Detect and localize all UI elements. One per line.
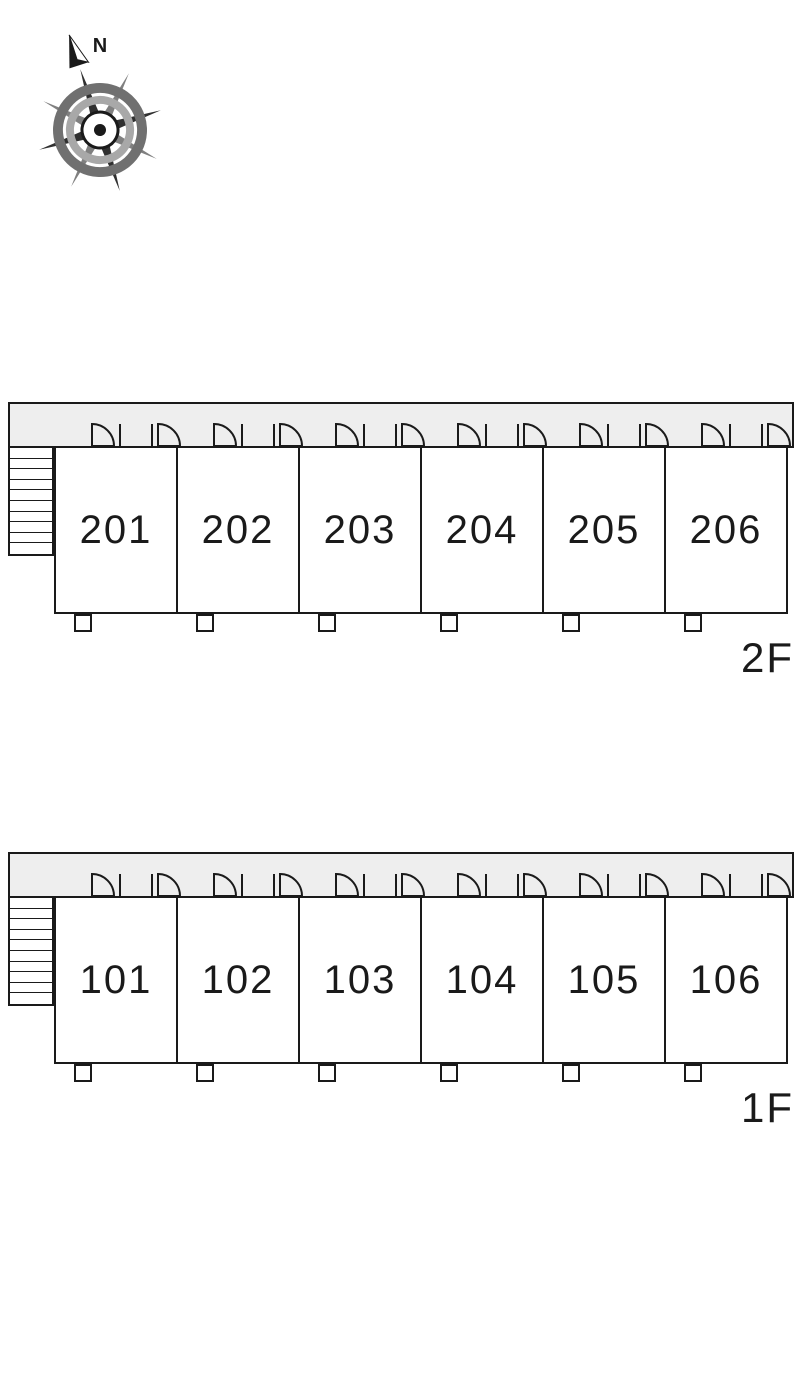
unit-label: 203 <box>324 508 397 553</box>
balcony-post <box>196 1064 214 1082</box>
unit-106: 106 <box>664 896 788 1064</box>
unit-101: 101 <box>54 896 178 1064</box>
balcony-post <box>562 1064 580 1082</box>
compass-rose: N <box>20 20 180 200</box>
unit-label: 205 <box>568 508 641 553</box>
balcony-post <box>684 614 702 632</box>
balcony-post <box>318 614 336 632</box>
balcony-post <box>562 614 580 632</box>
unit-102: 102 <box>176 896 300 1064</box>
unit-205: 205 <box>542 446 666 614</box>
floor-block-2f: 201 202 203 204 205 206 <box>8 402 794 692</box>
unit-label: 106 <box>690 958 763 1003</box>
balcony-post <box>74 1064 92 1082</box>
balcony-post <box>440 1064 458 1082</box>
unit-label: 103 <box>324 958 397 1003</box>
stairs-1f <box>8 896 54 1006</box>
unit-row-2f: 201 202 203 204 205 206 <box>54 446 788 614</box>
unit-label: 102 <box>202 958 275 1003</box>
unit-103: 103 <box>298 896 422 1064</box>
unit-label: 105 <box>568 958 641 1003</box>
stairs-2f <box>8 446 54 556</box>
doors-2f <box>54 420 794 448</box>
unit-203: 203 <box>298 446 422 614</box>
unit-104: 104 <box>420 896 544 1064</box>
unit-202: 202 <box>176 446 300 614</box>
unit-label: 101 <box>80 958 153 1003</box>
unit-label: 206 <box>690 508 763 553</box>
unit-206: 206 <box>664 446 788 614</box>
balcony-post <box>318 1064 336 1082</box>
balcony-post <box>684 1064 702 1082</box>
balcony-post <box>74 614 92 632</box>
unit-label: 104 <box>446 958 519 1003</box>
unit-label: 204 <box>446 508 519 553</box>
unit-row-1f: 101 102 103 104 105 106 <box>54 896 788 1064</box>
unit-label: 201 <box>80 508 153 553</box>
floor-block-1f: 101 102 103 104 105 106 <box>8 852 794 1142</box>
balcony-post <box>196 614 214 632</box>
unit-label: 202 <box>202 508 275 553</box>
balcony-post <box>440 614 458 632</box>
unit-105: 105 <box>542 896 666 1064</box>
doors-1f <box>54 870 794 898</box>
unit-204: 204 <box>420 446 544 614</box>
north-label: N <box>93 35 107 57</box>
floor-label-1f: 1F <box>741 1084 794 1132</box>
floor-label-2f: 2F <box>741 634 794 682</box>
unit-201: 201 <box>54 446 178 614</box>
